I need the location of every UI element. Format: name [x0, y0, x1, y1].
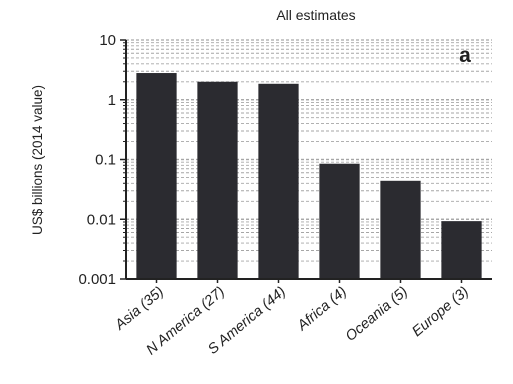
y-tick-label: 10	[99, 32, 116, 49]
y-tick-label: 1	[108, 92, 116, 109]
y-axis-label: US$ billions (2014 value)	[30, 85, 45, 235]
x-tick-label: Europe (3)	[409, 284, 472, 340]
chart-title: All estimates	[276, 7, 355, 23]
x-tick-labels: Asia (35)N America (27)S America (44) Afr…	[112, 279, 472, 358]
bar-asia-35	[136, 73, 177, 279]
y-tick-label: 0.1	[95, 152, 116, 169]
x-tick-label: Oceania (5)	[343, 284, 411, 345]
y-tick-labels: 0.001 0.01 0.1 1 10	[78, 32, 126, 288]
grid-lines	[126, 39, 492, 280]
bar-europe-3	[441, 221, 482, 279]
bar-s-america-44	[258, 83, 299, 279]
bar-n-america-27	[197, 81, 238, 279]
y-tick-label: 0.01	[87, 211, 116, 228]
bars	[136, 73, 482, 279]
x-tick-label: Africa (4)	[294, 284, 350, 335]
bar-africa-4	[319, 163, 360, 279]
bar-oceania-5	[380, 180, 421, 279]
panel-label: a	[459, 44, 471, 67]
y-tick-label: 0.001	[78, 271, 116, 288]
x-tick-label: Asia (35)	[112, 284, 168, 334]
